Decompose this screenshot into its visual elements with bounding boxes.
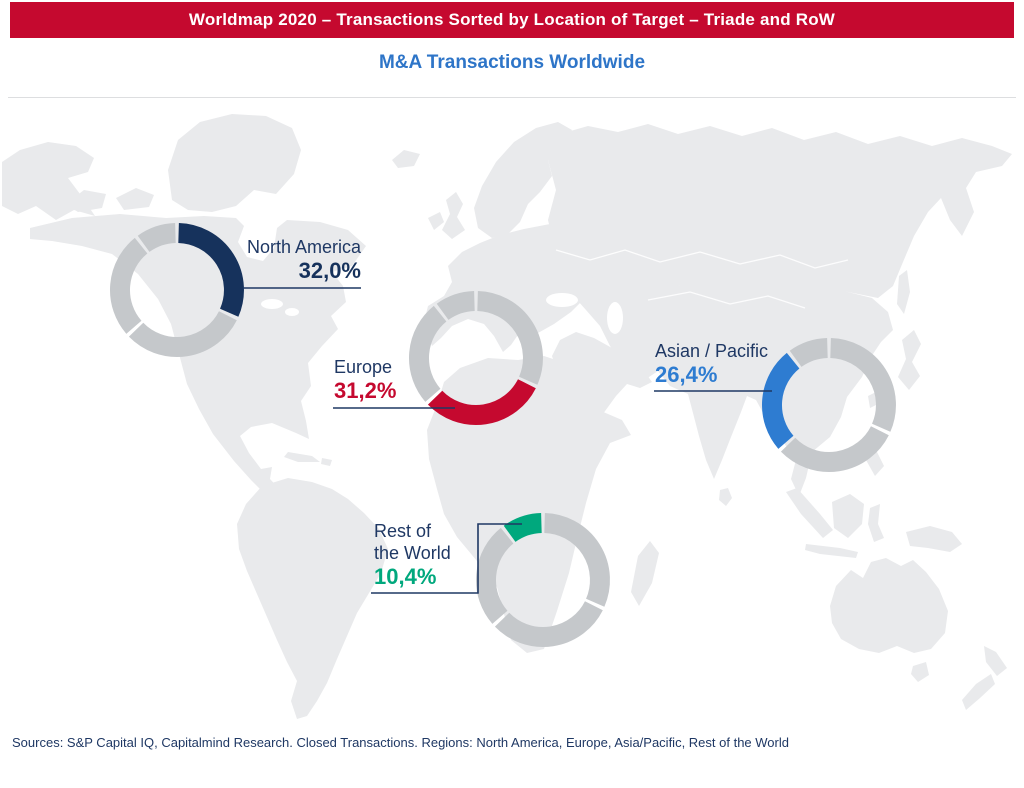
map-area: North America 32,0% Europe 31,2% Asian /… <box>0 100 1024 740</box>
chart-title: M&A Transactions Worldwide <box>378 52 646 73</box>
leader-lines <box>243 287 772 594</box>
donut-charts <box>110 223 896 647</box>
world-map <box>2 114 1012 719</box>
landmass-south-america <box>237 478 388 719</box>
source-note: Sources: S&P Capital IQ, Capitalmind Res… <box>12 735 789 750</box>
landmass-sumatra <box>786 488 833 538</box>
donut-segment-highlight-asian-pacific <box>762 352 800 449</box>
landmass-asia <box>558 268 893 496</box>
great-lakes <box>261 299 283 309</box>
callout-rest-of-world: Rest of the World 10,4% <box>374 520 451 590</box>
landmass-hispaniola <box>321 458 332 466</box>
donut-segment-gray-europe <box>494 600 603 647</box>
region-label-europe: Europe <box>334 357 393 377</box>
donut-segment-gray-north-america <box>543 513 610 607</box>
landmass-scandinavia <box>474 122 572 238</box>
border-line <box>555 249 849 269</box>
landmass-australia <box>830 558 948 653</box>
region-label-rest-of-world: Rest of the World <box>374 521 451 563</box>
leader-line-rest-of-world <box>371 523 522 594</box>
landmass-russia <box>548 124 1012 298</box>
border-line <box>647 291 806 309</box>
donut-segment-gray-asian-pacific <box>110 237 148 334</box>
donut-segment-gray-north-america <box>476 291 543 385</box>
landmass-borneo <box>832 494 864 538</box>
region-value-north-america: 32,0% <box>298 258 361 283</box>
divider-line <box>8 97 1016 98</box>
black-sea <box>546 293 578 307</box>
landmass-uk <box>442 192 465 239</box>
donut-segment-gray-rest-of-the-world <box>137 223 177 253</box>
great-lakes <box>285 308 299 316</box>
landmass-africa <box>427 356 631 653</box>
landmass-ireland <box>428 212 444 230</box>
landmass-new-zealand-north <box>984 646 1007 676</box>
landmass-sri-lanka <box>719 488 732 506</box>
landmass-greenland <box>168 114 301 212</box>
caspian-sea <box>607 302 623 334</box>
donut-segment-gray-north-america <box>829 338 896 432</box>
continents <box>2 114 1012 719</box>
donut-segment-gray-europe <box>128 310 237 357</box>
donut-segment-gray-europe <box>780 425 889 472</box>
landmass-tasmania <box>911 662 929 682</box>
region-label-asian-pacific: Asian / Pacific <box>655 341 769 361</box>
country-borders <box>555 249 849 309</box>
donut-segment-highlight-rest-of-the-world <box>503 513 543 543</box>
landmass-new-guinea <box>906 526 962 552</box>
landmass-arctic-island <box>116 188 154 210</box>
region-value-europe: 31,2% <box>334 378 397 403</box>
donut-segment-highlight-north-america <box>177 223 244 317</box>
donut-segment-highlight-europe <box>427 378 536 425</box>
callout-asian-pacific: Asian / Pacific 26,4% <box>655 340 768 388</box>
lakes-and-seas <box>261 293 623 334</box>
region-label-north-america: North America <box>246 237 361 257</box>
landmass-java <box>805 544 858 558</box>
donut-segment-gray-rest-of-the-world <box>789 338 829 368</box>
donut-segment-gray-asian-pacific <box>476 527 514 624</box>
callout-europe: Europe 31,2% <box>334 356 396 404</box>
donut-segment-gray-rest-of-the-world <box>436 291 476 321</box>
landmass-cuba <box>284 452 320 462</box>
region-value-asian-pacific: 26,4% <box>655 362 718 387</box>
title-banner: Worldmap 2020 – Transactions Sorted by L… <box>10 2 1014 38</box>
landmass-arctic-island <box>66 190 106 212</box>
region-value-rest-of-world: 10,4% <box>374 564 437 589</box>
landmass-iceland <box>392 150 420 168</box>
landmass-new-zealand-south <box>962 674 995 710</box>
landmass-sakhalin <box>897 270 910 314</box>
donut-segment-gray-asian-pacific <box>409 305 447 402</box>
landmass-madagascar <box>631 541 659 606</box>
slide-title: Worldmap 2020 – Transactions Sorted by L… <box>188 10 836 29</box>
landmass-sulawesi <box>868 504 884 542</box>
landmass-japan <box>898 330 921 390</box>
callout-north-america: North America 32,0% <box>247 236 361 284</box>
